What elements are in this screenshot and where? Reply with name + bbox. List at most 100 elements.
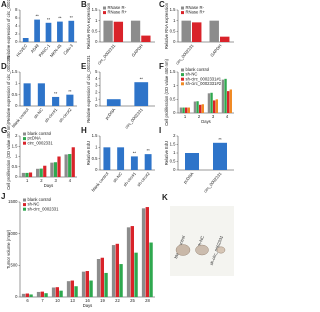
bar [181,20,191,42]
y-tick-label: 0 [95,39,98,44]
bar [126,227,131,297]
significance-mark: ** [146,148,150,153]
x-tick-label: circ_0002331 [124,107,144,130]
bar [22,38,29,42]
significance-mark: ** [70,15,74,20]
y-axis-label: Cell proliferation (OD value 450 nm) [6,122,11,189]
chart-panel: I Relative EdU 0 0.5 1 1.5 2 pcDNA circ_0002331 *… [159,126,234,194]
legend-label: blank control [28,131,52,136]
x-tick-label: sh-circ#1 [122,171,137,188]
bar [227,91,230,113]
x-tick-label: sh-NC [112,171,123,183]
significance-mark: ** [58,16,62,21]
bar [81,271,86,297]
figure: K blank control sh-NC sh-circ_0002331 AR… [1,0,234,308]
bar [119,264,123,297]
bar [45,22,52,42]
bar [134,252,138,297]
x-tick-label: pcDNA [182,171,194,185]
x-tick-label: 2 [198,114,201,119]
bar [85,271,89,297]
bar [100,257,104,297]
panel-letter: B [81,0,87,9]
x-tick-label: sh-NC [33,107,44,119]
x-tick-label: circ_0002331 [203,171,223,194]
significance-mark: ** [218,137,222,142]
chart-panel: E Relative expression of circ_0002331 0 12 3… [81,55,155,130]
y-tick-label: 0 [15,103,18,108]
bar [185,107,188,113]
x-axis-label: Days [83,303,93,308]
bar [103,20,113,42]
bar [25,172,29,177]
y-axis-label: Tumor volume (mm³) [6,229,11,269]
bar [192,22,202,42]
significance-mark: ** [35,14,39,19]
x-tick-label: sh-circ#2 [136,171,151,188]
y-axis-label: Cell proliferation (OD value 450 nm) [164,58,169,125]
bar [103,147,111,170]
chart-panel: J Tumor volume (mm³) 0 500 1000 1500 6 7 10 13 16 1… [1,192,155,308]
chart-panel: A Relative expression of circ_0002331 0 2 4 6… [1,0,77,60]
bar [68,20,75,42]
chart-panel: F Cell proliferation (OD value 450 nm) 0 0.… [159,58,234,126]
y-axis-label: Relative expression of circ_0002331 [6,0,11,60]
legend-swatch [103,11,106,15]
x-tick-label: 10 [55,298,60,303]
photo-background [170,206,234,276]
y-axis-label: Relative EdU [86,141,91,165]
legend-swatch [181,6,184,10]
legend-label: RNase R+ [186,10,206,15]
legend-label: sh-circ_0002331#2 [186,81,222,86]
legend-swatch [23,141,26,145]
bar [149,242,153,297]
y-tick-label: 1 [15,80,18,85]
bar [213,100,216,113]
legend-swatch [23,207,26,211]
y-tick-label: 1 [173,83,176,88]
photo-panel: K blank control sh-NC sh-circ_0002331 [162,193,234,276]
bar [55,287,59,297]
x-tick-label: circ_0002331 [175,43,195,66]
panel-letter: K [162,193,168,202]
y-tick-label: 0 [15,39,18,44]
y-tick-label: 0 [95,103,98,108]
y-tick-label: 1 [15,154,18,159]
y-tick-label: 1 [173,18,176,23]
y-tick-label: 1 [95,18,98,23]
significance-mark: ** [47,17,51,22]
bar [221,79,225,113]
panel-letter: D [1,62,7,71]
bar [144,154,152,170]
bar [215,99,218,113]
panel-letter: F [159,62,164,71]
x-tick-label: sh-circ#2 [58,107,73,124]
chart-panel: D Relative expression of circ_0002331 0 0.5… [1,55,77,129]
x-tick-label: 16 [85,298,90,303]
y-tick-label: 0.5 [12,164,18,169]
bar [39,168,43,177]
y-tick-label: 1.5 [170,69,176,74]
x-tick-label: A549 [30,43,41,54]
significance-mark: ** [54,91,58,96]
bar [37,83,45,106]
y-tick-label: 1500 [8,199,18,204]
bar [210,92,213,113]
y-tick-label: 3 [95,83,98,88]
y-tick-label: 1.5 [92,7,98,12]
bar [23,83,31,106]
bar [53,162,58,177]
y-tick-label: 1 [95,96,98,101]
x-tick-label: 22 [115,298,120,303]
y-tick-label: 6 [15,15,18,20]
bar [57,156,61,177]
bar [182,107,185,113]
panel-letter: I [159,126,161,135]
x-tick-label: GAPDH [130,43,143,58]
y-tick-label: 0 [95,167,98,172]
x-axis-label: Days [44,183,54,188]
x-tick-label: blank control [11,107,30,128]
bar [209,20,219,42]
bar [117,147,125,170]
bar [21,172,25,177]
